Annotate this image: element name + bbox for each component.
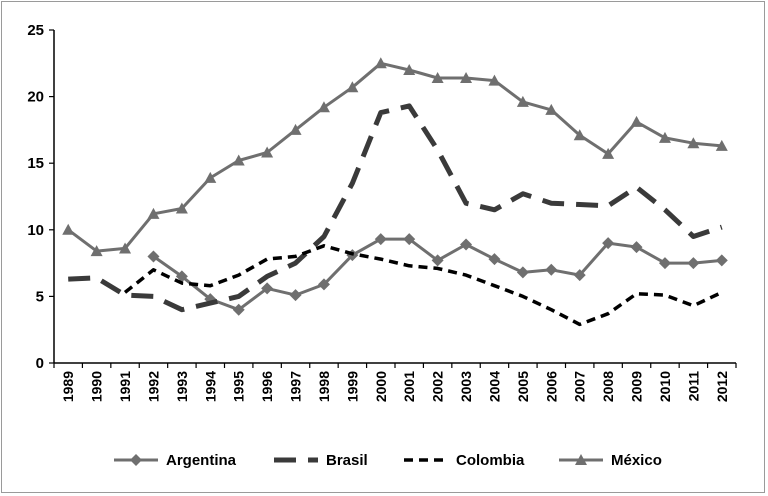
legend-item: Brasil (274, 452, 368, 469)
series-colombia (123, 244, 723, 327)
x-tick-label: 2009 (629, 371, 645, 402)
data-point (431, 71, 444, 83)
x-tick-label: 1995 (231, 371, 247, 402)
x-tick-label: 2006 (543, 371, 559, 402)
x-tick-label: 1997 (288, 371, 304, 402)
data-point (374, 233, 387, 246)
legend-label: Brasil (326, 452, 368, 469)
data-point (317, 278, 330, 291)
data-point (630, 115, 643, 127)
x-tick-label: 2005 (515, 371, 531, 402)
y-tick-label: 20 (27, 89, 44, 106)
data-point (119, 242, 132, 254)
legend-label: Argentina (166, 452, 237, 469)
data-point (289, 123, 302, 135)
data-point (403, 63, 416, 75)
data-point (175, 202, 188, 214)
legend-marker (575, 454, 587, 465)
data-point (715, 254, 728, 267)
data-point (658, 131, 671, 143)
data-point (516, 95, 529, 107)
x-tick-label: 2000 (373, 371, 389, 402)
legend-item: Argentina (114, 452, 237, 469)
data-point (62, 223, 75, 235)
x-tick-label: 1991 (117, 371, 133, 402)
data-point (232, 154, 245, 166)
series-line (123, 244, 723, 327)
legend-item: Colombia (404, 452, 525, 469)
legend-label: Colombia (456, 452, 525, 469)
data-point (232, 303, 245, 316)
data-point (545, 103, 558, 115)
x-tick-label: 2011 (685, 371, 701, 402)
x-tick-label: 1996 (259, 371, 275, 402)
legend-item: México (559, 452, 662, 469)
data-point (346, 81, 359, 93)
x-tick-label: 1992 (145, 371, 161, 402)
data-point (488, 253, 501, 266)
series-layer (62, 57, 728, 327)
x-tick-label: 2010 (657, 371, 673, 402)
x-tick-label: 1999 (344, 371, 360, 402)
series-brasil (68, 103, 723, 313)
data-point (658, 257, 671, 270)
y-tick-label: 15 (27, 155, 44, 172)
x-tick-label: 2002 (430, 371, 446, 402)
x-tick-label: 1990 (89, 371, 105, 402)
x-tick-label: 2012 (714, 371, 730, 402)
series-line (68, 103, 723, 313)
data-point (261, 282, 274, 295)
x-tick-label: 2001 (401, 371, 417, 402)
data-point (175, 270, 188, 283)
x-tick-label: 2003 (458, 371, 474, 402)
data-point (460, 238, 473, 251)
x-tick-label: 2008 (600, 371, 616, 402)
legend-label: México (611, 452, 662, 469)
data-point (687, 257, 700, 270)
data-point (516, 266, 529, 279)
x-tick-label: 1993 (174, 371, 190, 402)
data-point (90, 245, 103, 257)
data-point (147, 207, 160, 219)
y-tick-label: 0 (36, 355, 44, 372)
x-tick-label: 1989 (60, 371, 76, 402)
chart-axes: 0 5 10 15 20 25 1989 1990 1991 1992 1993 1994 1995 19… (27, 22, 737, 402)
series-line (67, 61, 722, 253)
data-point (261, 146, 274, 158)
y-tick-label: 25 (27, 22, 44, 39)
data-point (545, 263, 558, 276)
data-point (573, 129, 586, 141)
data-point (147, 250, 160, 263)
data-point (630, 241, 643, 254)
legend-marker (130, 454, 142, 466)
data-point (602, 147, 615, 159)
chart-legend: Argentina Brasil Colombia México (114, 452, 662, 469)
y-tick-label: 10 (27, 222, 44, 239)
data-point (374, 57, 387, 69)
data-point (602, 237, 615, 250)
x-tick-label: 2007 (572, 371, 588, 402)
data-point (460, 71, 473, 83)
data-point (403, 233, 416, 246)
data-point (573, 269, 586, 282)
x-tick-label: 2004 (486, 371, 502, 402)
series-mxico (62, 57, 728, 257)
data-point (687, 137, 700, 149)
data-point (204, 171, 217, 183)
x-tick-label: 1994 (202, 371, 218, 402)
y-tick-label: 5 (36, 288, 44, 305)
x-tick-label: 1998 (316, 371, 332, 402)
data-point (431, 254, 444, 267)
data-point (488, 74, 501, 86)
data-point (289, 289, 302, 302)
data-point (317, 101, 330, 113)
data-point (715, 139, 728, 151)
series-argentina (147, 233, 728, 316)
